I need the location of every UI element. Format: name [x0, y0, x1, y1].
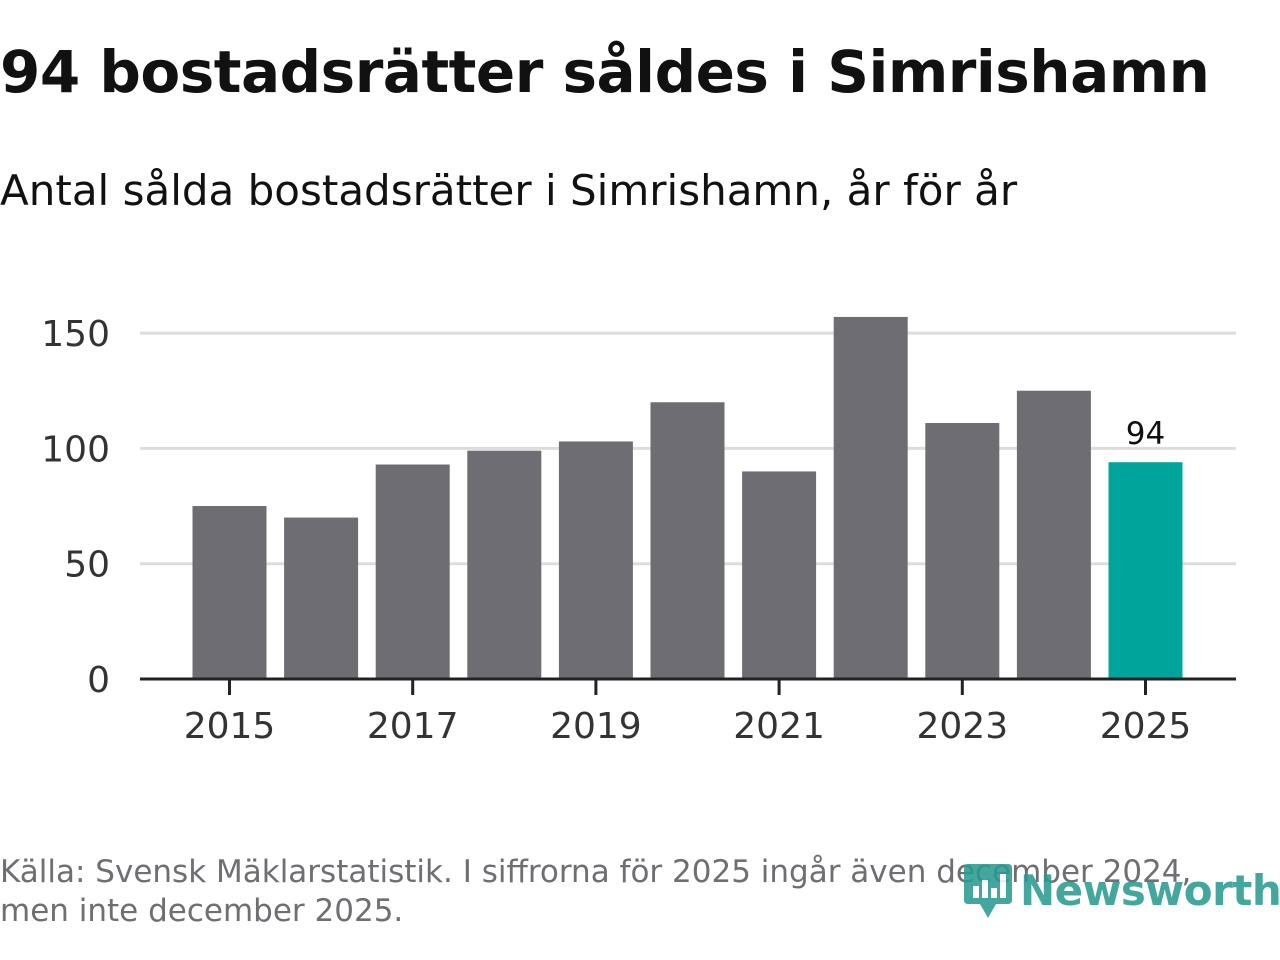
bar-2019 [558, 441, 633, 679]
x-tick-label: 2017 [367, 706, 459, 747]
bar-2018 [467, 450, 542, 679]
x-tick-label: 2019 [550, 706, 642, 747]
x-tick-label: 2023 [916, 706, 1008, 747]
brand-logo: Newsworthy [962, 858, 1280, 922]
x-tick-label: 2015 [184, 706, 276, 747]
labels: 0 50 100 150 2015 2017 2019 2021 2023 2025 94 [41, 314, 1191, 747]
bar-2017 [375, 464, 450, 679]
bar-2015 [192, 506, 267, 679]
chart-title: 94 bostadsrätter såldes i Simrishamn [0, 38, 1210, 106]
bar-2023 [925, 423, 1000, 679]
chart-subtitle: Antal sålda bostadsrätter i Simrishamn, … [0, 166, 1018, 215]
newsworthy-logo-icon [964, 864, 1012, 918]
data-label: 94 [1126, 416, 1165, 452]
bar-2020 [650, 402, 725, 679]
bar-2021 [742, 471, 817, 679]
y-tick-label: 150 [41, 314, 110, 355]
bar-chart: 0 50 100 150 2015 2017 2019 2021 2023 2025 94 [41, 314, 1236, 747]
y-tick-label: 0 [87, 660, 110, 701]
logo-text: Newsworthy [1020, 865, 1280, 915]
x-tick-label: 2025 [1100, 706, 1192, 747]
bar-2024 [1016, 390, 1091, 679]
y-tick-label: 50 [64, 545, 110, 586]
axes [140, 677, 1236, 695]
bar-2016 [284, 517, 359, 679]
bar-2025 [1108, 462, 1183, 679]
x-tick-label: 2021 [733, 706, 825, 747]
y-tick-label: 100 [41, 429, 110, 470]
bar-2022 [833, 316, 908, 679]
bars [192, 316, 1183, 679]
